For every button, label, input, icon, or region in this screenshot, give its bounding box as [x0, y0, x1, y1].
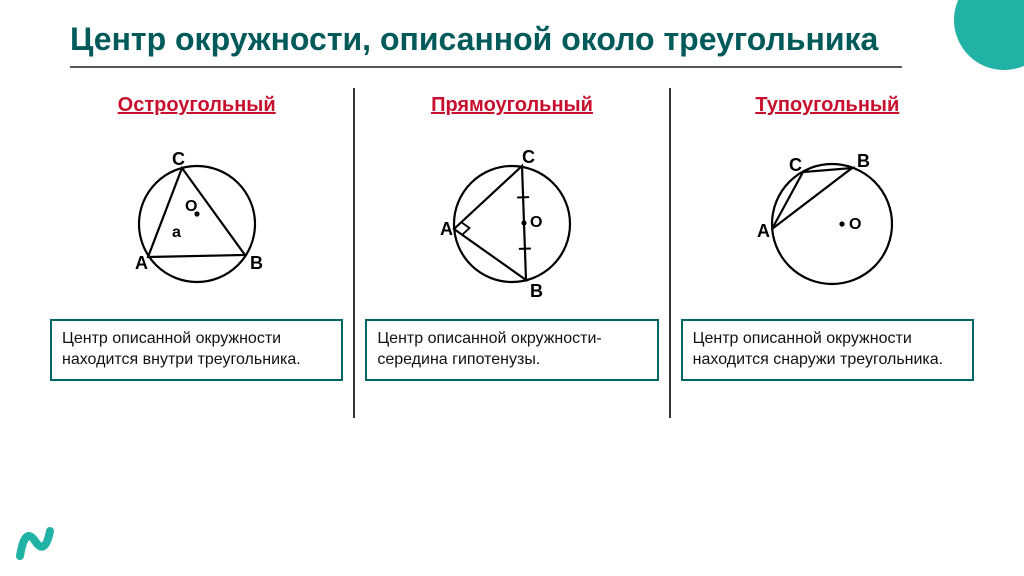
- svg-text:C: C: [789, 155, 802, 175]
- svg-text:A: A: [757, 221, 770, 241]
- svg-text:B: B: [857, 151, 870, 171]
- title-underline: [70, 66, 902, 68]
- circumscribed-obtuse-svg: O A B C: [717, 129, 937, 309]
- svg-text:C: C: [522, 147, 535, 167]
- svg-text:A: A: [440, 219, 453, 239]
- diagram: O A B Cа: [87, 129, 307, 309]
- svg-text:O: O: [849, 216, 861, 233]
- svg-text:O: O: [185, 198, 197, 215]
- caption-box: Центр описанной окружности находится сна…: [681, 319, 974, 381]
- circumscribed-right-svg: O A B C: [402, 129, 622, 309]
- svg-text:B: B: [250, 253, 263, 273]
- svg-text:A: A: [135, 253, 148, 273]
- squiggle-decor: [10, 506, 70, 566]
- column-header: Прямоугольный: [431, 94, 593, 117]
- svg-text:B: B: [530, 281, 543, 301]
- svg-text:C: C: [172, 149, 185, 169]
- diagram: O A B C: [402, 129, 622, 309]
- svg-text:O: O: [530, 214, 542, 231]
- caption-box: Центр описанной окружности- середина гип…: [365, 319, 658, 381]
- diagram: O A B C: [717, 129, 937, 309]
- svg-text:а: а: [172, 224, 181, 241]
- column-1: Прямоугольный O A B C Центр описанной окружно…: [355, 88, 668, 418]
- circumscribed-acute-svg: O A B Cа: [87, 129, 307, 309]
- column-2: Тупоугольный O A B C Центр описанной окружнос…: [671, 88, 984, 418]
- column-0: Остроугольный O A B Cа Центр описанной окружн…: [40, 88, 353, 418]
- column-header: Тупоугольный: [755, 94, 899, 117]
- page-title: Центр окружности, описанной около треуго…: [70, 20, 974, 58]
- caption-box: Центр описанной окружности находится вну…: [50, 319, 343, 381]
- title-area: Центр окружности, описанной около треуго…: [0, 0, 1024, 78]
- columns-container: Остроугольный O A B Cа Центр описанной окружн…: [0, 78, 1024, 418]
- column-header: Остроугольный: [118, 94, 276, 117]
